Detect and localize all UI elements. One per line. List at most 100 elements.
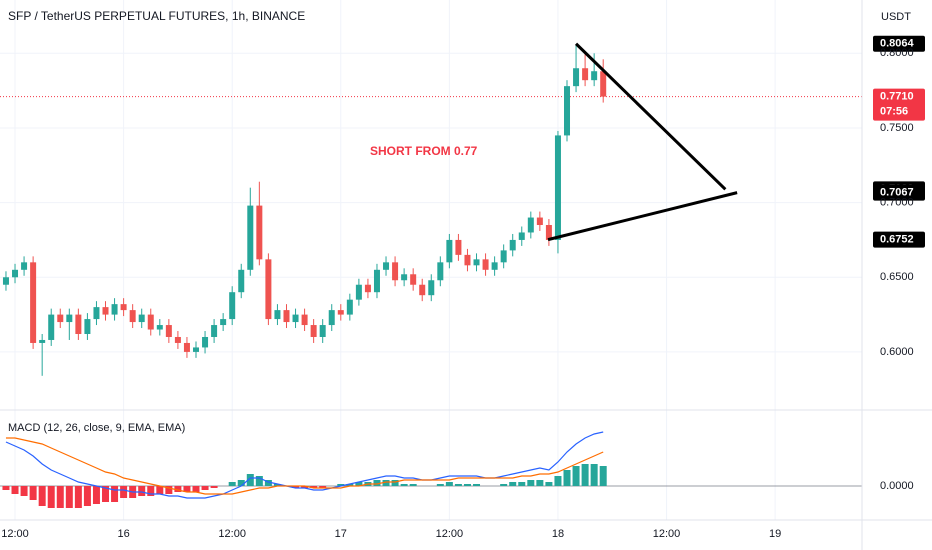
- candle-body: [256, 205, 263, 260]
- candle-body: [582, 68, 589, 81]
- chart-title: SFP / TetherUS PERPETUAL FUTURES, 1h, BI…: [8, 9, 305, 23]
- candle-body: [211, 325, 218, 337]
- histogram-bar: [264, 480, 272, 486]
- histogram-bar: [29, 486, 37, 500]
- candle-body: [509, 239, 516, 251]
- candle-body: [464, 254, 471, 266]
- candle-body: [220, 319, 227, 326]
- annotation: SHORT FROM 0.77: [370, 144, 478, 158]
- histogram-bar: [83, 486, 91, 506]
- histogram-bar: [400, 484, 408, 486]
- histogram-bar: [255, 476, 263, 486]
- candle-body: [527, 217, 534, 233]
- candle-body: [392, 262, 399, 281]
- histogram-bar: [454, 484, 462, 486]
- candle-body: [455, 239, 462, 255]
- histogram-bar: [545, 482, 553, 486]
- grid: [0, 0, 862, 520]
- histogram-bar: [92, 486, 100, 504]
- candle-body: [536, 217, 543, 226]
- histogram-bar: [355, 482, 363, 486]
- histogram-bar: [590, 464, 598, 486]
- histogram-bar: [174, 486, 182, 492]
- histogram-bar: [273, 484, 281, 486]
- macd-title: MACD (12, 26, close, 9, EMA, EMA): [8, 422, 185, 434]
- histogram-bar: [473, 484, 481, 486]
- histogram-bar: [346, 484, 354, 486]
- candle-body: [192, 347, 199, 352]
- x-tick-label: 12:00: [653, 528, 681, 540]
- histogram-bar: [156, 486, 164, 494]
- drawing-price-label: 0.6752: [880, 234, 914, 246]
- candle-body: [337, 310, 344, 315]
- candle-body: [591, 71, 598, 81]
- histogram-bar: [382, 480, 390, 486]
- candle-body: [93, 307, 100, 320]
- candle-body: [138, 314, 145, 323]
- histogram-bar: [65, 486, 73, 508]
- histogram-bar: [518, 482, 526, 486]
- macd-line: [5, 431, 604, 499]
- trend-line: [575, 42, 727, 191]
- candle-body: [183, 342, 190, 352]
- currency: USDT: [881, 11, 911, 23]
- last-price-label: 0.7710: [880, 91, 914, 103]
- y-tick-label: 0.0000: [880, 480, 914, 492]
- candle-body: [419, 284, 426, 296]
- histogram-bar: [337, 484, 345, 486]
- candle-body: [39, 339, 46, 343]
- candle-body: [545, 225, 552, 240]
- candle-body: [355, 284, 362, 300]
- drawing-price-label: 0.7067: [880, 187, 914, 199]
- histogram-bar: [319, 486, 327, 488]
- candle-body: [283, 310, 290, 323]
- candle-body: [292, 314, 299, 323]
- candle-body: [518, 232, 525, 240]
- countdown-label: 07:56: [880, 106, 908, 118]
- histogram-bar: [500, 484, 508, 486]
- candle-body: [301, 314, 308, 326]
- candle-body: [482, 259, 489, 270]
- candle-body: [473, 259, 480, 266]
- drawing-price-label-box: [873, 231, 925, 248]
- candle-body: [247, 205, 254, 270]
- candle-body: [238, 269, 245, 293]
- y-tick-label: 0.6500: [880, 271, 914, 283]
- histogram-bar: [192, 486, 200, 492]
- histogram-bar: [301, 486, 309, 488]
- candle-body: [383, 262, 390, 270]
- signal-line: [5, 437, 604, 495]
- histogram-bar: [210, 486, 218, 488]
- y-tick-label: 0.7500: [880, 122, 914, 134]
- candle-body: [401, 274, 408, 281]
- candle-body: [174, 336, 181, 343]
- histogram-bar: [391, 480, 399, 486]
- candle-body: [554, 135, 561, 240]
- x-tick-label: 12:00: [436, 528, 464, 540]
- candle-body: [500, 250, 507, 263]
- candle-body: [310, 325, 317, 337]
- histogram-bar: [581, 464, 589, 486]
- candle-body: [75, 314, 82, 335]
- histogram-bar: [147, 486, 155, 496]
- histogram-bar: [102, 486, 110, 502]
- histogram-bar: [554, 476, 562, 486]
- histogram-bar: [445, 482, 453, 486]
- trend-line: [547, 191, 738, 242]
- histogram-bar: [11, 486, 19, 494]
- candle-body: [428, 280, 435, 296]
- candle-body: [111, 304, 118, 315]
- candle-body: [319, 325, 326, 337]
- x-tick-label: 19: [769, 528, 781, 540]
- candle-body: [12, 269, 19, 278]
- histogram-bar: [47, 486, 55, 508]
- histogram-bar: [246, 474, 254, 486]
- histogram-bar: [74, 486, 82, 508]
- candle-body: [2, 277, 9, 285]
- candle-body: [120, 304, 127, 311]
- drawing-price-label-box: [873, 35, 925, 52]
- candle-body: [102, 307, 109, 315]
- x-tick-label: 12:00: [1, 528, 29, 540]
- candle-body: [129, 310, 136, 323]
